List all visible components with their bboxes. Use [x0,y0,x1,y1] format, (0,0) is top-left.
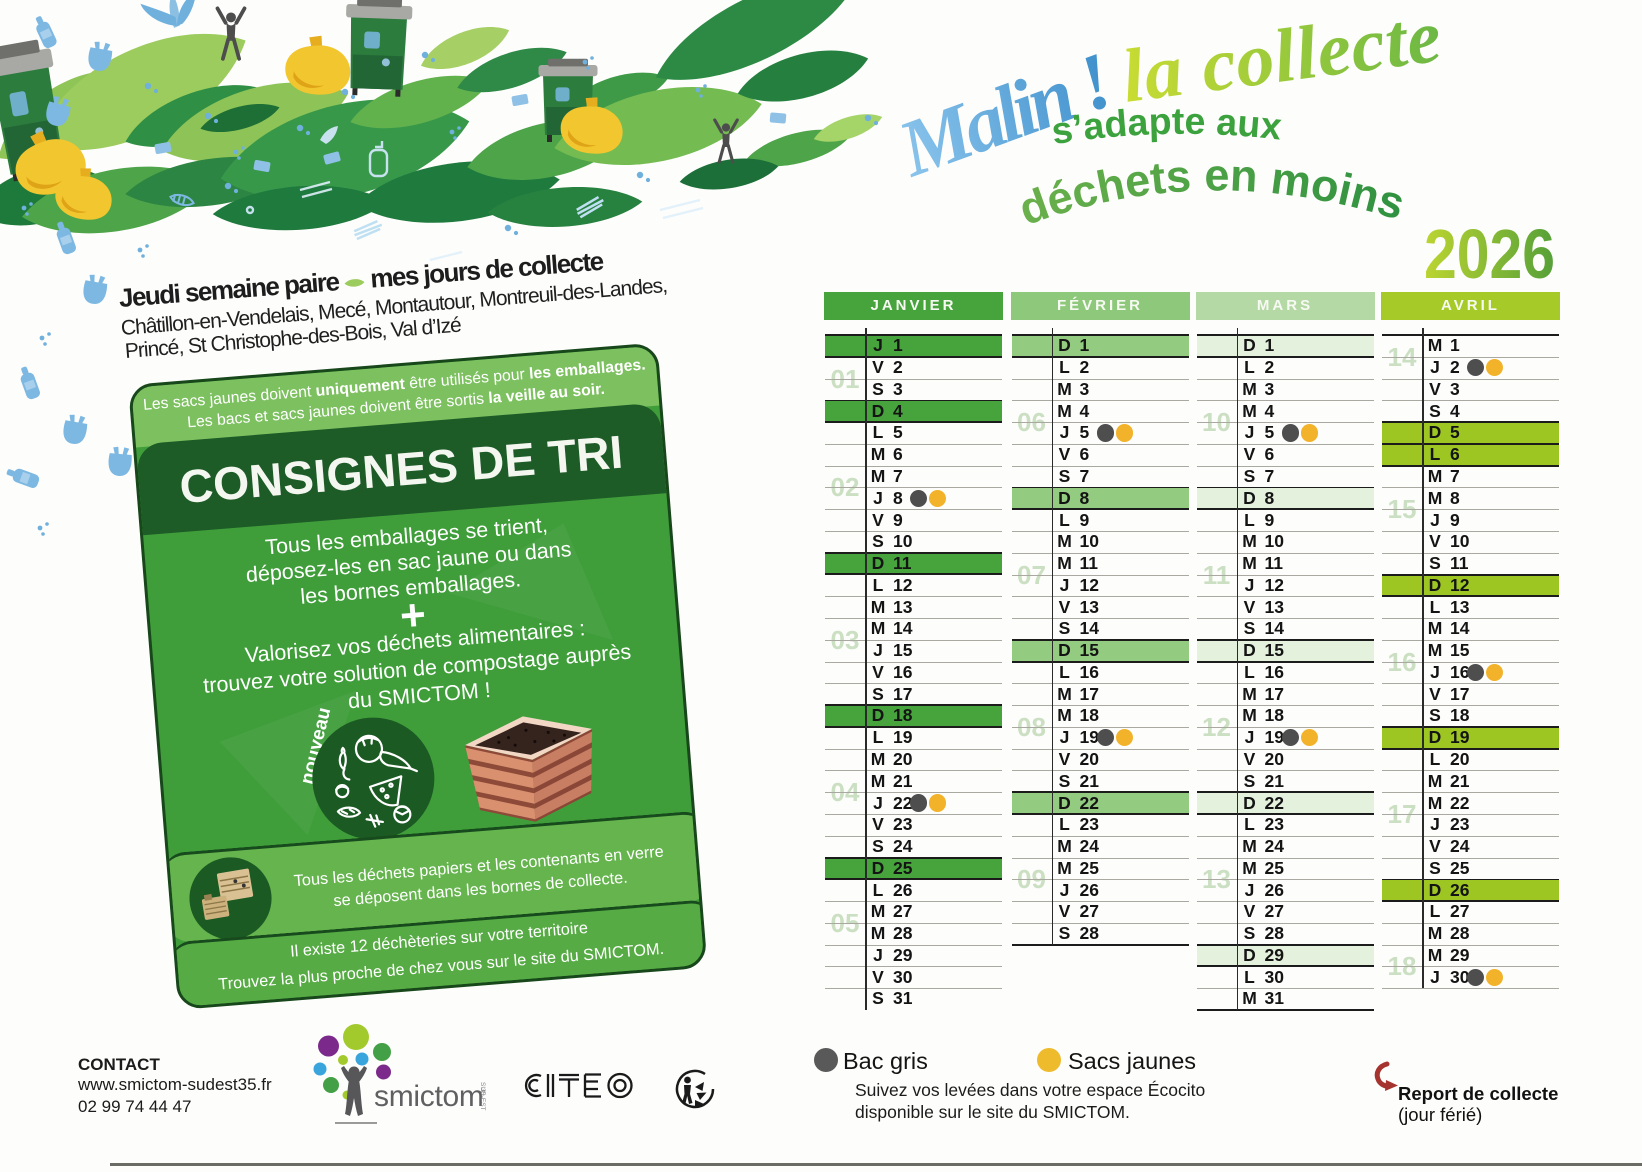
svg-text:smictom: smictom [374,1080,484,1113]
svg-text:s’adapte aux: s’adapte aux [1049,100,1284,152]
svg-text:35: 35 [479,1088,486,1096]
svg-text:SUD-EST: SUD-EST [479,1082,486,1111]
svg-text:déchets en moins: déchets en moins [1012,149,1410,235]
svg-text:2026: 2026 [1424,215,1555,293]
